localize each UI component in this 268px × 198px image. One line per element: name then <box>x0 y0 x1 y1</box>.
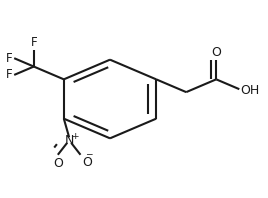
Text: O: O <box>211 46 221 59</box>
Text: F: F <box>6 69 13 81</box>
Text: +: + <box>72 132 79 141</box>
Text: F: F <box>6 52 13 65</box>
Text: OH: OH <box>241 84 260 97</box>
Text: F: F <box>31 36 37 49</box>
Text: −: − <box>85 149 92 158</box>
Text: O: O <box>53 157 63 170</box>
Text: O: O <box>82 156 92 169</box>
Text: N: N <box>65 134 74 147</box>
